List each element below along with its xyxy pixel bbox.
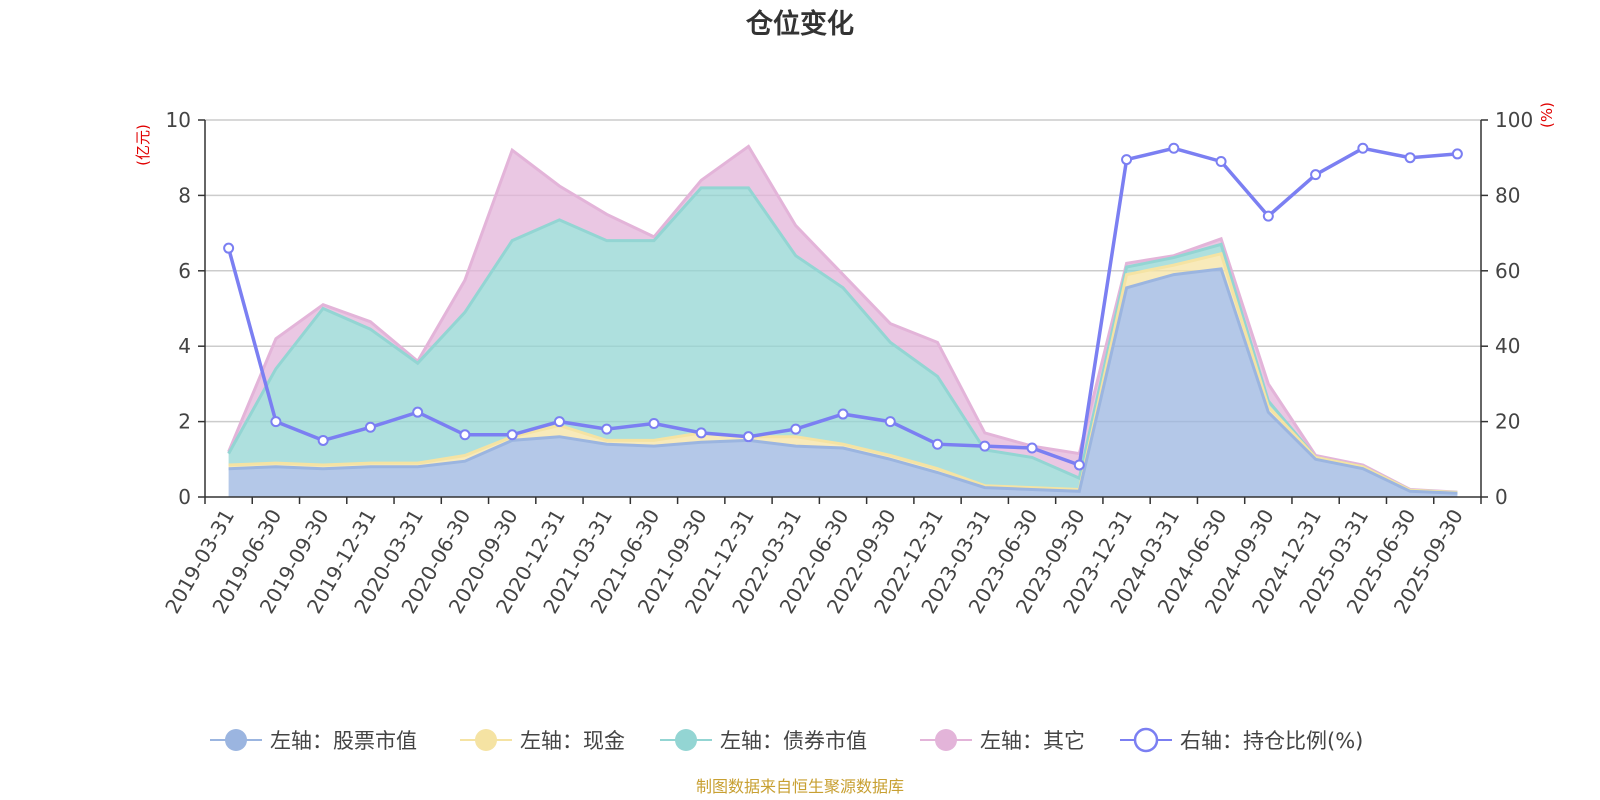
- line-point: [1215, 155, 1227, 167]
- data-source-note: 制图数据来自恒生聚源数据库: [696, 777, 904, 796]
- line-point: [1026, 442, 1038, 454]
- line-point: [695, 427, 707, 439]
- line-point: [1168, 142, 1180, 154]
- area-series: [228, 187, 1458, 493]
- right-axis-unit: (%): [1538, 102, 1556, 128]
- right-axis-tick-label: 40: [1495, 334, 1520, 358]
- legend-marker: [1133, 727, 1159, 753]
- line-point: [459, 429, 471, 441]
- line-point: [1262, 210, 1274, 222]
- line-point: [1121, 154, 1133, 166]
- line-point: [648, 417, 660, 429]
- left-axis-tick-label: 10: [166, 108, 191, 132]
- right-axis-tick-label: 100: [1495, 108, 1533, 132]
- legend-label: 左轴：其它: [980, 729, 1085, 753]
- line-point: [364, 421, 376, 433]
- chart-title: 仓位变化: [745, 8, 854, 40]
- line-point: [223, 242, 235, 254]
- area-series: [228, 253, 1458, 494]
- legend-label: 右轴：持仓比例(%): [1180, 729, 1363, 753]
- stacked-areas: [227, 144, 1458, 497]
- axes: [198, 119, 1488, 504]
- line-point: [412, 406, 424, 418]
- line-point: [979, 440, 991, 452]
- legend-label: 左轴：现金: [520, 729, 625, 753]
- line-point: [1073, 459, 1085, 471]
- ratio-line: [223, 142, 1463, 471]
- left-axis-unit: (亿元): [134, 124, 152, 166]
- line-point: [317, 434, 329, 446]
- line-point: [1451, 148, 1463, 160]
- line-point: [837, 408, 849, 420]
- area-series-edge: [228, 252, 1458, 494]
- line-point: [506, 429, 518, 441]
- legend-marker: [475, 729, 497, 751]
- area-series-edge: [227, 186, 1458, 494]
- legend-label: 左轴：股票市值: [270, 729, 417, 753]
- legend-marker: [935, 729, 957, 751]
- line-point: [790, 423, 802, 435]
- right-axis-tick-label: 20: [1495, 410, 1520, 434]
- legend-label: 左轴：债券市值: [720, 729, 867, 753]
- right-axis-tick-label: 0: [1495, 485, 1508, 509]
- line-point: [742, 431, 754, 443]
- right-axis-tick-label: 60: [1495, 259, 1520, 283]
- line-point: [932, 438, 944, 450]
- area-series-edge: [227, 144, 1458, 494]
- left-axis-tick-label: 4: [178, 334, 191, 358]
- line-point: [1310, 169, 1322, 181]
- left-axis-tick-label: 0: [178, 485, 191, 509]
- line-point: [270, 416, 282, 428]
- line-point: [1404, 152, 1416, 164]
- legend-marker: [675, 729, 697, 751]
- line-point: [1357, 142, 1369, 154]
- left-axis-tick-label: 2: [178, 410, 191, 434]
- line-point: [601, 423, 613, 435]
- area-series-edge: [228, 267, 1458, 495]
- right-axis-tick-label: 80: [1495, 183, 1520, 207]
- line-point: [553, 416, 565, 428]
- legend-marker: [225, 729, 247, 751]
- legend: 左轴：股票市值 左轴：现金 左轴：债券市值 左轴：其它 右轴：持仓比例(%): [210, 727, 1363, 753]
- left-axis-tick-label: 6: [178, 259, 191, 283]
- left-axis-tick-label: 8: [178, 183, 191, 207]
- line-point: [884, 416, 896, 428]
